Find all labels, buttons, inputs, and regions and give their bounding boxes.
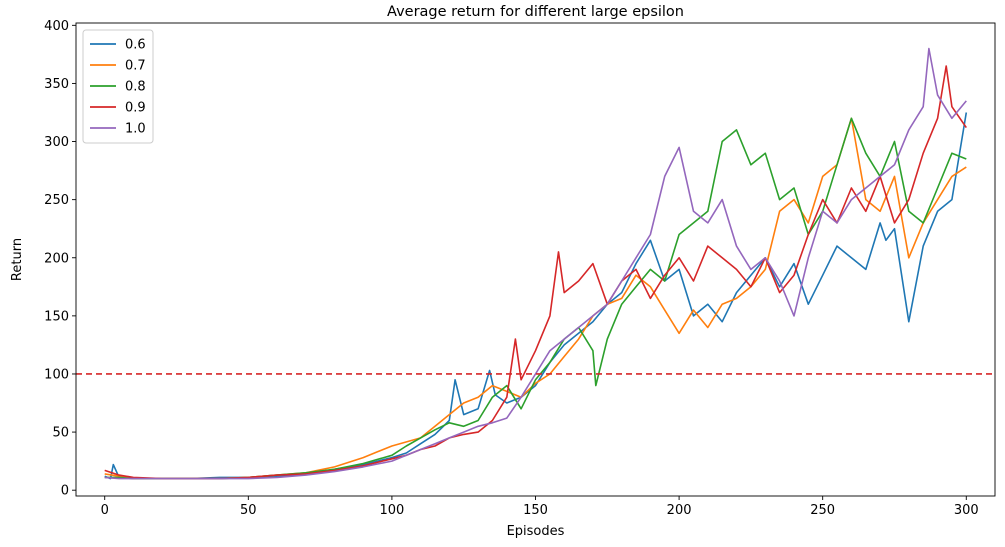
legend-box xyxy=(82,29,154,144)
y-tick-label: 50 xyxy=(52,426,69,441)
x-tick-label: 50 xyxy=(240,503,257,518)
x-tick-label: 150 xyxy=(523,503,548,518)
legend-label: 0.6 xyxy=(125,38,146,53)
series-line-0-8 xyxy=(104,117,967,480)
y-tick-label: 200 xyxy=(44,251,69,266)
legend-label: 0.9 xyxy=(125,101,146,116)
x-tick-label: 100 xyxy=(379,503,404,518)
y-tick-label: 400 xyxy=(44,19,69,34)
x-tick-label: 0 xyxy=(101,503,109,518)
legend-label: 0.8 xyxy=(125,80,146,95)
y-tick-label: 100 xyxy=(44,367,69,382)
x-axis-ticks: 0 50 100 150 200 250 300 xyxy=(101,496,979,518)
x-tick-label: 300 xyxy=(954,503,979,518)
y-tick-label: 300 xyxy=(44,135,69,150)
y-tick-label: 150 xyxy=(44,309,69,324)
y-tick-label: 250 xyxy=(44,193,69,208)
x-tick-label: 250 xyxy=(810,503,835,518)
y-axis-label: Return xyxy=(10,238,25,281)
legend-label: 1.0 xyxy=(125,122,146,137)
series-line-1-0 xyxy=(104,47,967,480)
legend: 0.6 0.7 0.8 0.9 1.0 xyxy=(82,29,154,144)
x-axis-label: Episodes xyxy=(507,524,565,539)
y-tick-label: 0 xyxy=(61,484,69,499)
legend-label: 0.7 xyxy=(125,59,146,74)
series-line-0-9 xyxy=(104,65,967,480)
chart-title: Average return for different large epsil… xyxy=(387,4,684,20)
y-tick-label: 350 xyxy=(44,77,69,92)
y-axis-ticks: 0 50 100 150 200 250 300 350 400 xyxy=(44,19,76,499)
x-tick-label: 200 xyxy=(667,503,692,518)
